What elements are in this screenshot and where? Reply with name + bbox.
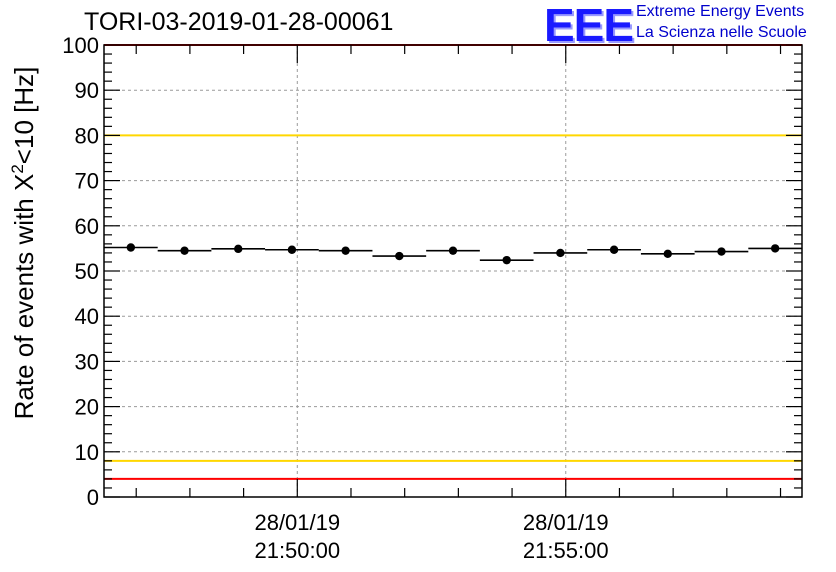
- y-tick-label: 30: [75, 349, 99, 374]
- x-tick-label-date: 28/01/19: [523, 510, 609, 535]
- data-point: [556, 248, 565, 258]
- y-axis-label-main: Rate of events with X: [9, 174, 39, 420]
- data-point: [663, 249, 672, 259]
- y-axis-label-superscript: 2: [8, 164, 27, 173]
- data-point: [341, 246, 350, 255]
- data-point: [234, 244, 243, 254]
- data-point: [395, 251, 404, 261]
- y-tick-label: 80: [75, 123, 99, 148]
- y-tick-label: 60: [75, 214, 99, 239]
- y-tick-label: 100: [62, 33, 99, 58]
- x-tick-label-date: 28/01/19: [254, 510, 340, 535]
- chart-title: TORI-03-2019-01-28-00061: [84, 8, 394, 36]
- data-point: [448, 246, 458, 255]
- y-tick-label: 90: [75, 78, 99, 103]
- y-tick-label: 10: [75, 440, 99, 465]
- y-tick-label: 20: [75, 395, 99, 420]
- y-axis-label: Rate of events with X2<10 [Hz]: [8, 67, 39, 420]
- y-tick-label: 0: [87, 485, 99, 510]
- data-point: [126, 243, 136, 252]
- eee-logo: EEE: [544, 0, 634, 51]
- data-point: [609, 245, 619, 254]
- data-point: [770, 244, 780, 253]
- y-axis-label-tail: <10 [Hz]: [9, 67, 39, 165]
- data-point: [502, 255, 511, 265]
- x-tick-label-time: 21:50:00: [254, 538, 340, 563]
- data-point: [287, 245, 297, 254]
- y-tick-label: 40: [75, 304, 99, 329]
- logo-line-1: Extreme Energy Events: [636, 3, 805, 20]
- y-tick-label: 70: [75, 169, 99, 194]
- data-point: [717, 247, 726, 256]
- y-tick-label: 50: [75, 259, 99, 284]
- data-point: [180, 246, 189, 255]
- x-tick-label-time: 21:55:00: [523, 538, 609, 563]
- logo-line-2: La Scienza nelle Scuole: [636, 24, 807, 41]
